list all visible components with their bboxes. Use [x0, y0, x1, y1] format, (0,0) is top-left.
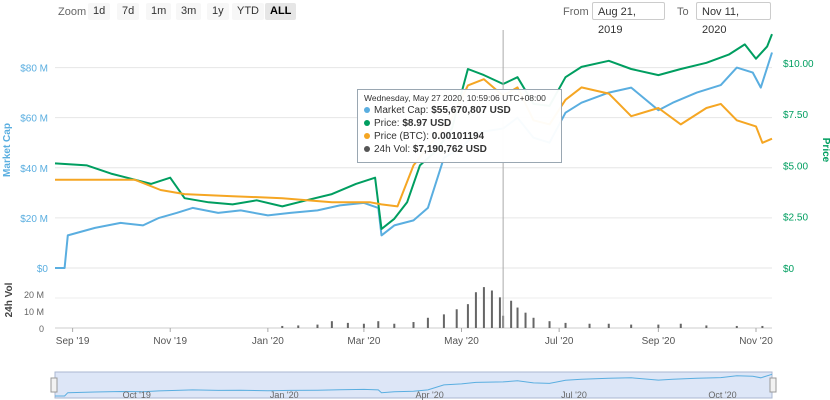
right-axis-tick: $5.00 [783, 161, 808, 172]
navigator-right-handle [769, 377, 777, 393]
from-date-input[interactable]: Aug 21, 2019 [592, 2, 665, 36]
volume-bar [498, 297, 501, 328]
tooltip-value: 0.00101194 [431, 131, 485, 142]
navigator-window [54, 371, 773, 399]
x-axis-tick: May '20 [444, 336, 479, 347]
volume-bar [474, 292, 477, 328]
volume-bar [426, 317, 429, 328]
price-dot-icon [364, 120, 370, 127]
volume-bar [393, 323, 396, 328]
chart-tooltip: Wednesday, May 27 2020, 10:59:06 UTC+08:… [357, 89, 562, 163]
volume-bar [490, 290, 493, 328]
volume-bar [735, 325, 738, 328]
volume-bar [761, 325, 764, 328]
left-axis-title: Market Cap [2, 123, 13, 177]
market-cap-line [55, 52, 773, 269]
left-axis-tick: $0 [37, 264, 49, 275]
right-axis-tick: $7.50 [783, 110, 808, 121]
navigator-tick: Oct '19 [123, 390, 151, 400]
market-cap-dot-icon [364, 107, 370, 114]
volume-bar [516, 307, 519, 328]
from-label: From [563, 6, 589, 18]
to-date-input[interactable]: Nov 11, 2020 [696, 2, 771, 36]
tooltip-value: $8.97 USD [402, 118, 452, 129]
left-axis-tick: $20 M [20, 214, 48, 225]
zoom-7d-button[interactable]: 7d [117, 3, 140, 20]
zoom-all-button[interactable]: ALL [265, 3, 297, 20]
tooltip-label: 24h Vol: [374, 144, 413, 155]
price-btc-line [55, 78, 773, 208]
zoom-1d-button[interactable]: 1d [88, 3, 111, 20]
left-axis-tick: $40 M [20, 164, 48, 175]
volume-bar [377, 321, 380, 328]
navigator-tick: Jul '20 [561, 390, 587, 400]
volume-bar [297, 325, 300, 328]
price-btc-dot-icon [364, 133, 370, 140]
volume-bar [588, 323, 591, 328]
volume-bar [412, 322, 415, 328]
tooltip-row-market-cap: Market Cap: $55,670,807 USD [364, 104, 555, 117]
x-axis-tick: Jan '20 [252, 336, 284, 347]
chart-toolbar: Zoom 1d 7d 1m 3m 1y YTD ALL From Aug 21,… [0, 0, 830, 36]
x-axis-tick: Sep '20 [642, 336, 676, 347]
tooltip-value: $7,190,762 USD [412, 144, 487, 155]
volume-bar [330, 321, 333, 328]
volume-bar [705, 325, 708, 328]
volume-axis-tick: 20 M [24, 290, 44, 300]
x-axis-tick: Nov '19 [153, 336, 187, 347]
right-axis-tick: $2.50 [783, 213, 808, 224]
volume-bar [532, 317, 535, 328]
navigator-tick: Oct '20 [708, 390, 736, 400]
navigator-tick: Jan '20 [270, 390, 299, 400]
volume-bar [564, 322, 567, 328]
tooltip-value: $55,670,807 USD [431, 105, 511, 116]
volume-bar [442, 314, 445, 328]
volume-axis-title: 24h Vol [4, 282, 15, 317]
navigator-left-handle [50, 377, 58, 393]
zoom-3m-button[interactable]: 3m [176, 3, 202, 20]
volume-bar [630, 324, 633, 328]
x-axis-tick: Mar '20 [347, 336, 380, 347]
x-axis-tick: Sep '19 [56, 336, 90, 347]
tooltip-row-price: Price: $8.97 USD [364, 117, 555, 130]
volume-bar [281, 325, 284, 328]
volume-bar [679, 323, 682, 328]
tooltip-date: Wednesday, May 27 2020, 10:59:06 UTC+08:… [364, 93, 546, 103]
tooltip-label: Market Cap: [374, 105, 432, 116]
volume-bar [362, 323, 365, 328]
zoom-label: Zoom [58, 6, 87, 18]
tooltip-label: Price (BTC): [374, 131, 432, 142]
volume-axis-tick: 0 [39, 324, 44, 334]
volume-bar [524, 312, 527, 328]
volume-bar [482, 287, 485, 328]
volume-bar [346, 322, 349, 328]
to-label: To [677, 6, 689, 18]
volume-dot-icon [364, 146, 370, 153]
right-axis-tick: $10.00 [783, 59, 814, 70]
left-axis-tick: $60 M [20, 114, 48, 125]
right-axis-tick: $0 [783, 264, 795, 275]
tooltip-label: Price: [374, 118, 403, 129]
right-axis-title: Price [820, 138, 830, 163]
left-axis-tick: $80 M [20, 64, 48, 75]
volume-bar [548, 321, 551, 328]
volume-bar [510, 300, 513, 328]
zoom-1y-button[interactable]: 1y [207, 3, 229, 20]
navigator-series [55, 373, 773, 397]
volume-axis-tick: 10 M [24, 307, 44, 317]
volume-bar [466, 304, 469, 328]
tooltip-row-volume: 24h Vol: $7,190,762 USD [364, 143, 555, 156]
volume-bar [657, 324, 660, 328]
navigator-tick: Apr '20 [416, 390, 444, 400]
x-axis-tick: Jul '20 [545, 336, 574, 347]
x-axis-tick: Nov '20 [739, 336, 773, 347]
zoom-1m-button[interactable]: 1m [146, 3, 172, 20]
volume-bar [316, 324, 319, 328]
tooltip-row-price-btc: Price (BTC): 0.00101194 [364, 130, 555, 143]
volume-bar [607, 323, 610, 328]
zoom-ytd-button[interactable]: YTD [232, 3, 264, 20]
volume-bar [455, 309, 458, 328]
